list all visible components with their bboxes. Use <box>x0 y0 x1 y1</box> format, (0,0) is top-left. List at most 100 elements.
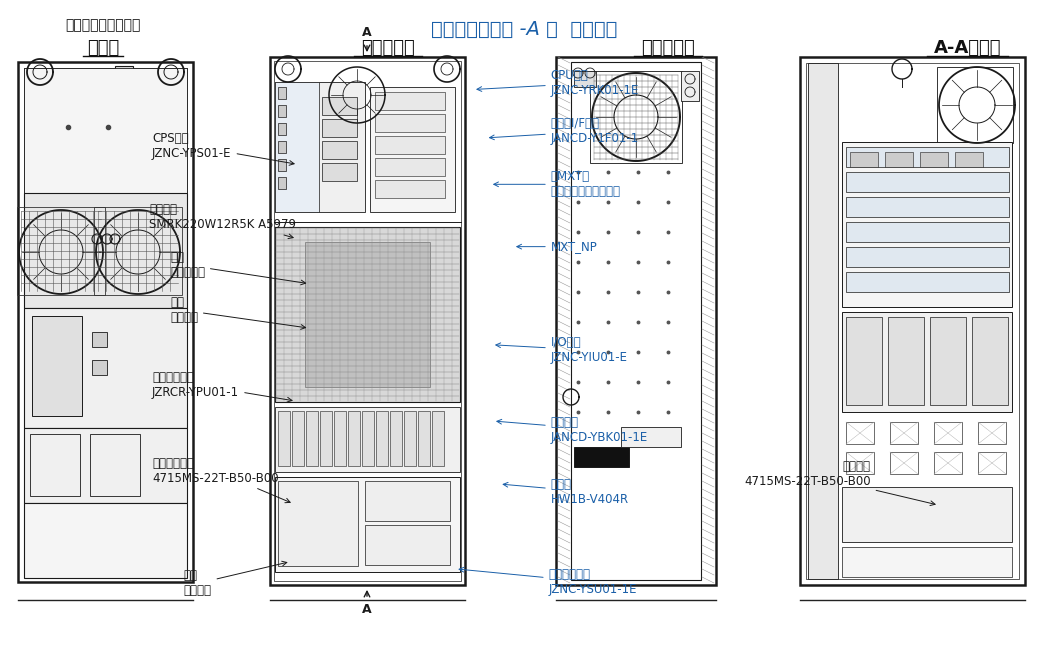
Bar <box>574 447 629 467</box>
Bar <box>275 82 319 212</box>
Bar <box>890 452 918 474</box>
Text: （MXT）
机器人专用输入端子台: （MXT） 机器人专用输入端子台 <box>494 170 621 198</box>
Bar <box>978 422 1006 444</box>
Bar <box>334 411 346 466</box>
Bar <box>30 434 80 496</box>
Bar <box>376 411 388 466</box>
Bar <box>278 159 286 171</box>
Bar <box>322 97 357 115</box>
Bar <box>278 123 286 135</box>
Bar <box>374 158 445 176</box>
Bar <box>270 57 465 585</box>
Bar <box>889 317 924 405</box>
Text: 电源接通单元
JZRCR-YPU01-1: 电源接通单元 JZRCR-YPU01-1 <box>152 371 292 402</box>
Bar <box>374 180 445 198</box>
Text: 背面图: 背面图 <box>87 39 119 58</box>
Bar <box>845 452 874 474</box>
Text: A: A <box>362 26 371 39</box>
Bar <box>806 63 1019 579</box>
Bar <box>978 452 1006 474</box>
Bar <box>374 92 445 110</box>
Text: 机器人I/F基板
JANCD-Y1F01-1: 机器人I/F基板 JANCD-Y1F01-1 <box>490 117 639 145</box>
Bar <box>365 481 450 521</box>
Bar <box>681 71 699 101</box>
Bar <box>842 312 1012 412</box>
Text: 柜内正面图: 柜内正面图 <box>361 39 415 58</box>
Bar <box>90 434 140 496</box>
Bar <box>800 57 1025 585</box>
Bar <box>24 193 187 308</box>
Text: 回生电阻
SMRK220W12R5K A5979: 回生电阻 SMRK220W12R5K A5979 <box>149 204 296 239</box>
Bar <box>24 68 187 576</box>
Bar <box>842 142 1012 307</box>
Bar <box>370 87 455 212</box>
Text: 小型机型的构成 -A 柜  （标准）: 小型机型的构成 -A 柜 （标准） <box>431 20 618 39</box>
Bar <box>845 197 1009 217</box>
Bar <box>885 152 913 167</box>
Bar <box>17 207 105 295</box>
Bar <box>115 66 133 80</box>
Text: MXT_NP: MXT_NP <box>517 240 598 253</box>
Text: I/O单元
JZNC-YIU01-E: I/O单元 JZNC-YIU01-E <box>496 336 627 364</box>
Text: 机械安全单元
JZNC-YSU01-1E: 机械安全单元 JZNC-YSU01-1E <box>459 568 637 596</box>
Bar <box>322 163 357 181</box>
Bar <box>842 547 1012 577</box>
Bar <box>808 63 838 579</box>
Bar <box>278 105 286 117</box>
Bar <box>278 141 286 153</box>
Bar <box>24 503 187 578</box>
Bar <box>432 411 444 466</box>
Bar <box>590 71 682 163</box>
Text: A: A <box>362 603 371 616</box>
Text: 参照
伺服单元表: 参照 伺服单元表 <box>170 251 305 285</box>
Bar <box>845 147 1009 167</box>
Bar <box>404 411 416 466</box>
Bar <box>845 422 874 444</box>
Bar <box>845 172 1009 192</box>
Bar <box>275 227 461 402</box>
Bar <box>278 87 286 99</box>
Bar <box>292 411 304 466</box>
Bar <box>374 114 445 132</box>
Text: 参照
断路器表: 参照 断路器表 <box>184 562 286 597</box>
Bar <box>920 152 948 167</box>
Bar <box>278 177 286 189</box>
Bar <box>571 62 701 580</box>
Bar <box>305 242 430 387</box>
Bar <box>278 411 290 466</box>
Bar <box>348 411 360 466</box>
Bar <box>418 411 430 466</box>
Bar <box>322 141 357 159</box>
Bar <box>275 407 461 472</box>
Bar <box>845 272 1009 292</box>
Bar <box>390 411 402 466</box>
Text: A-A剖面图: A-A剖面图 <box>934 39 1001 58</box>
Bar <box>365 525 450 565</box>
Bar <box>24 428 187 503</box>
Bar <box>845 317 882 405</box>
Text: 急停键
HW1B-V404R: 急停键 HW1B-V404R <box>504 478 628 506</box>
Bar <box>374 136 445 154</box>
Text: CPU单元
JZNC-YRK01-1E: CPU单元 JZNC-YRK01-1E <box>477 69 639 97</box>
Bar <box>24 308 187 428</box>
Bar <box>278 481 358 566</box>
Bar <box>890 422 918 444</box>
Bar <box>275 82 365 212</box>
Bar <box>275 477 461 572</box>
Bar <box>845 222 1009 242</box>
Bar <box>937 67 1013 143</box>
Bar <box>18 62 193 582</box>
Bar <box>320 411 331 466</box>
Text: （取下后盖的状态）: （取下后盖的状态） <box>65 18 141 32</box>
Bar <box>934 422 962 444</box>
Text: 抱闸基板
JANCD-YBK01-1E: 抱闸基板 JANCD-YBK01-1E <box>497 416 648 444</box>
Bar <box>92 332 107 347</box>
Bar <box>556 57 716 585</box>
Bar <box>574 71 596 87</box>
Bar <box>92 360 107 375</box>
Text: 柜门内侧图: 柜门内侧图 <box>641 39 695 58</box>
Bar <box>33 316 82 416</box>
Bar <box>972 317 1008 405</box>
Text: 背部导管风扇
4715MS-22T-B50-B00: 背部导管风扇 4715MS-22T-B50-B00 <box>152 457 291 503</box>
Text: 柜内风扇
4715MS-22T-B50-B00: 柜内风扇 4715MS-22T-B50-B00 <box>744 460 935 505</box>
